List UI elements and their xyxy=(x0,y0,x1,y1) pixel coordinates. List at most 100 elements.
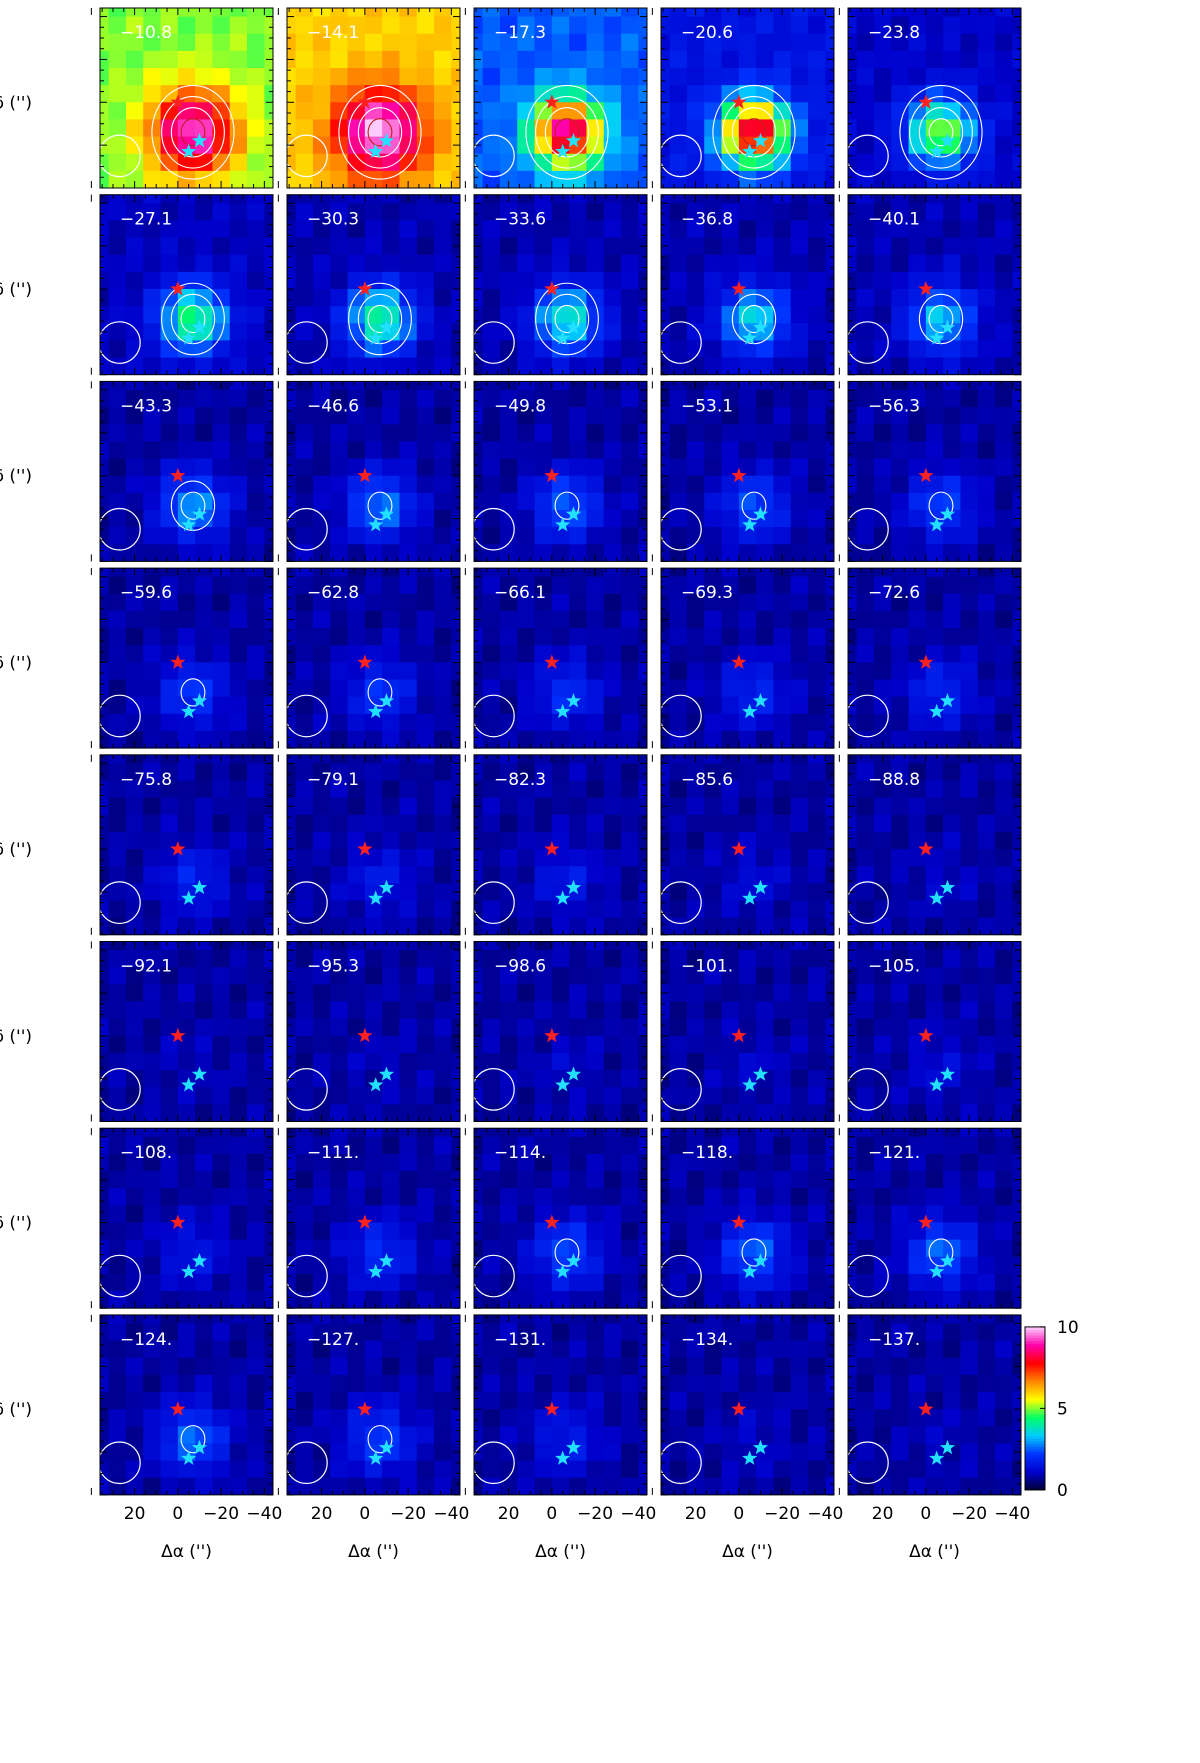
channel-panel: −79.1 xyxy=(277,754,461,936)
beam-circle xyxy=(846,1067,889,1111)
source-star-icon xyxy=(555,703,571,719)
beam-circle xyxy=(98,507,141,551)
reference-star-icon xyxy=(170,94,186,109)
source-star-icon xyxy=(565,132,582,148)
channel-panel: −66.1 xyxy=(464,567,648,749)
colorbar-segment xyxy=(1025,1345,1045,1350)
x-tick-label: 20 xyxy=(498,1504,520,1524)
reference-star-icon xyxy=(170,841,186,856)
reference-star-icon xyxy=(731,1214,747,1229)
source-star-icon xyxy=(555,143,571,158)
channel-panel: −95.3 xyxy=(277,941,461,1122)
colorbar-segment xyxy=(1025,1389,1045,1393)
beam-circle xyxy=(846,507,889,551)
source-star-icon xyxy=(191,879,208,895)
x-axis-label: Δα ('') xyxy=(909,1542,960,1562)
intensity-contour xyxy=(535,96,599,169)
x-tick-label: −40 xyxy=(994,1504,1030,1524)
intensity-contour xyxy=(161,282,225,356)
channel-velocity-label: −134. xyxy=(681,1330,733,1350)
x-tick-label: 0 xyxy=(172,1504,183,1524)
channel-panel: −98.6 xyxy=(464,941,648,1122)
intensity-contour xyxy=(180,678,206,707)
intensity-map xyxy=(100,568,273,749)
source-star-icon xyxy=(742,517,758,532)
channel-velocity-label: −92.1 xyxy=(120,957,172,977)
intensity-map xyxy=(287,1314,460,1495)
intensity-map xyxy=(848,194,1021,375)
source-star-icon xyxy=(742,330,758,345)
colorbar-segment xyxy=(1025,1348,1045,1352)
channel-panel: −134. 20 0 −20 −40 Δα ('') xyxy=(651,1314,843,1562)
beam-circle xyxy=(98,1441,141,1485)
x-tick-label: −20 xyxy=(390,1504,426,1524)
intensity-contour xyxy=(367,491,393,520)
x-tick-label: −20 xyxy=(951,1504,987,1524)
colorbar-segment xyxy=(1025,1449,1045,1453)
source-star-icon xyxy=(181,1450,197,1465)
channel-velocity-label: −82.3 xyxy=(494,770,546,790)
x-tick-label: 20 xyxy=(872,1504,894,1524)
x-tick-label: 20 xyxy=(124,1504,146,1524)
colorbar-segment xyxy=(1025,1462,1045,1466)
colorbar-segment xyxy=(1025,1435,1045,1439)
channel-panel: −131. 20 0 −20 −40 Δα ('') xyxy=(464,1314,656,1562)
source-star-icon xyxy=(939,1253,956,1268)
intensity-map xyxy=(287,754,460,935)
source-star-icon xyxy=(939,1066,956,1081)
channel-panel: −59.640200−20−40Δδ ('') xyxy=(0,567,274,749)
reference-star-icon xyxy=(544,1401,560,1416)
colorbar-segment xyxy=(1025,1381,1045,1385)
beam-circle xyxy=(98,1067,141,1111)
channel-velocity-label: −69.3 xyxy=(681,583,733,603)
source-star-icon xyxy=(378,1066,395,1081)
channel-panel: −23.8 xyxy=(838,7,1022,189)
intensity-contour xyxy=(161,96,225,169)
source-star-icon xyxy=(742,890,758,905)
intensity-contour xyxy=(928,118,954,147)
channel-panels: −10.840200−20−40Δδ ('') −14.1 −17.3 −20.6 −2… xyxy=(0,7,1030,1562)
x-tick-label: −40 xyxy=(246,1504,282,1524)
reference-star-icon xyxy=(918,281,934,296)
channel-panel: −92.140200−20−40Δδ ('') xyxy=(0,941,274,1122)
channel-panel: −114. xyxy=(464,1127,648,1309)
channel-velocity-label: −36.8 xyxy=(681,210,733,230)
beam-circle xyxy=(659,507,702,551)
beam-circle xyxy=(285,1254,328,1298)
intensity-contour xyxy=(554,118,580,147)
source-star-icon xyxy=(929,703,945,719)
colorbar-segment xyxy=(1025,1378,1045,1382)
reference-star-icon xyxy=(731,1027,747,1043)
x-axis-label: Δα ('') xyxy=(348,1542,399,1562)
source-star-icon xyxy=(742,1450,758,1465)
colorbar-segment xyxy=(1025,1476,1045,1480)
source-star-icon xyxy=(368,890,384,905)
reference-star-icon xyxy=(918,1214,934,1229)
beam-circle xyxy=(472,507,515,551)
channel-panel: −46.6 xyxy=(277,380,461,562)
colorbar-segment xyxy=(1025,1337,1045,1341)
source-star-icon xyxy=(565,1439,582,1455)
reference-star-icon xyxy=(731,94,747,109)
colorbar-segment xyxy=(1025,1397,1045,1401)
source-star-icon xyxy=(191,1253,208,1268)
intensity-contour xyxy=(899,84,983,180)
intensity-contour xyxy=(722,96,786,169)
colorbar-tick-label: 5 xyxy=(1057,1399,1068,1419)
intensity-contour xyxy=(535,282,599,356)
colorbar-segment xyxy=(1025,1405,1045,1409)
intensity-map xyxy=(100,381,273,562)
y-axis-label: Δδ ('') xyxy=(0,653,32,673)
source-star-icon xyxy=(378,693,395,708)
channel-velocity-label: −30.3 xyxy=(307,210,359,230)
colorbar-segment xyxy=(1025,1411,1045,1415)
intensity-contour xyxy=(909,96,973,169)
source-star-icon xyxy=(181,330,197,345)
channel-velocity-label: −137. xyxy=(868,1330,920,1350)
reference-star-icon xyxy=(918,654,934,669)
intensity-contour xyxy=(928,491,954,520)
source-star-icon xyxy=(565,693,582,708)
channel-velocity-label: −53.1 xyxy=(681,396,733,416)
